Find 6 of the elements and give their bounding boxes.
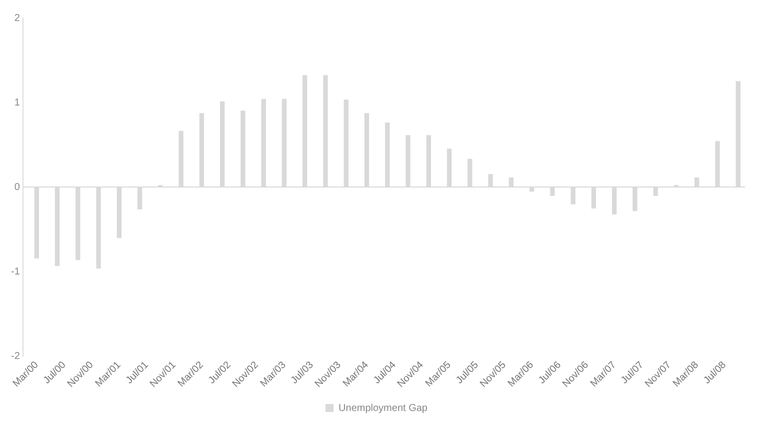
y-tick-label: -1	[10, 266, 20, 278]
y-tick-label: -2	[10, 350, 20, 362]
y-tick-label: 2	[14, 12, 20, 24]
y-tick-label: 1	[14, 97, 20, 108]
y-tick-label: 0	[14, 182, 20, 193]
legend-label: Unemployment Gap	[338, 402, 428, 414]
